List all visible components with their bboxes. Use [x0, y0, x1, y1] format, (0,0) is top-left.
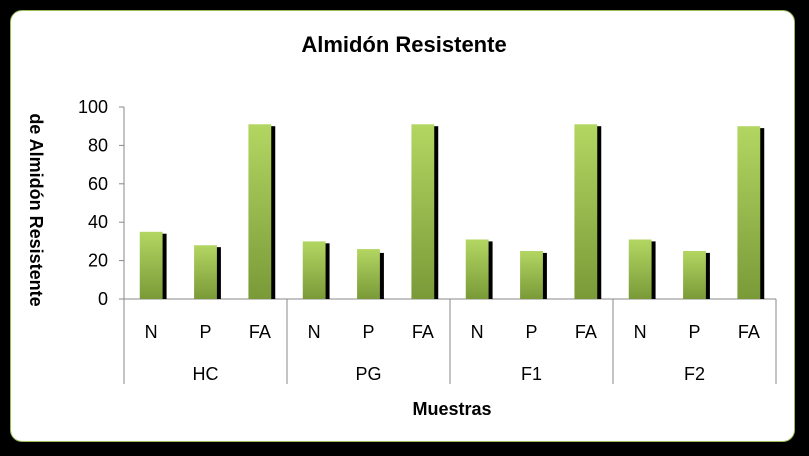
- x-subcategory-label: FA: [412, 322, 434, 342]
- x-group-label: F1: [521, 364, 542, 384]
- x-subcategory-label: FA: [738, 322, 760, 342]
- bar: [357, 249, 380, 299]
- x-group-label: F2: [684, 364, 705, 384]
- y-tick-label: 20: [88, 251, 108, 271]
- x-subcategory-label: P: [525, 322, 537, 342]
- bar: [574, 124, 598, 299]
- y-tick-label: 60: [88, 174, 108, 194]
- y-tick-label: 80: [88, 135, 108, 155]
- y-tick-label: 0: [98, 289, 108, 309]
- chart-title: Almidón Resistente: [301, 32, 506, 57]
- x-group-label: PG: [355, 364, 381, 384]
- y-axis-title: de Almidón Resistente: [26, 113, 46, 306]
- bar: [628, 239, 652, 299]
- x-subcategory-label: FA: [575, 322, 597, 342]
- x-subcategory-label: N: [308, 322, 321, 342]
- x-axis-title: Muestras: [412, 399, 491, 419]
- bar: [302, 241, 326, 299]
- x-subcategory-label: P: [199, 322, 211, 342]
- chart-card: [10, 10, 795, 442]
- bar: [737, 126, 761, 299]
- bar: [683, 251, 706, 299]
- x-subcategory-label: N: [634, 322, 647, 342]
- bar: [465, 239, 489, 299]
- y-tick-label: 40: [88, 212, 108, 232]
- bar: [194, 245, 217, 299]
- bar: [139, 231, 163, 299]
- bar: [248, 124, 272, 299]
- x-group-label: HC: [193, 364, 219, 384]
- bar: [411, 124, 435, 299]
- bar: [520, 251, 543, 299]
- x-subcategory-label: P: [362, 322, 374, 342]
- x-subcategory-label: N: [471, 322, 484, 342]
- x-subcategory-label: P: [688, 322, 700, 342]
- y-tick-label: 100: [78, 97, 108, 117]
- x-subcategory-label: N: [145, 322, 158, 342]
- x-subcategory-label: FA: [249, 322, 271, 342]
